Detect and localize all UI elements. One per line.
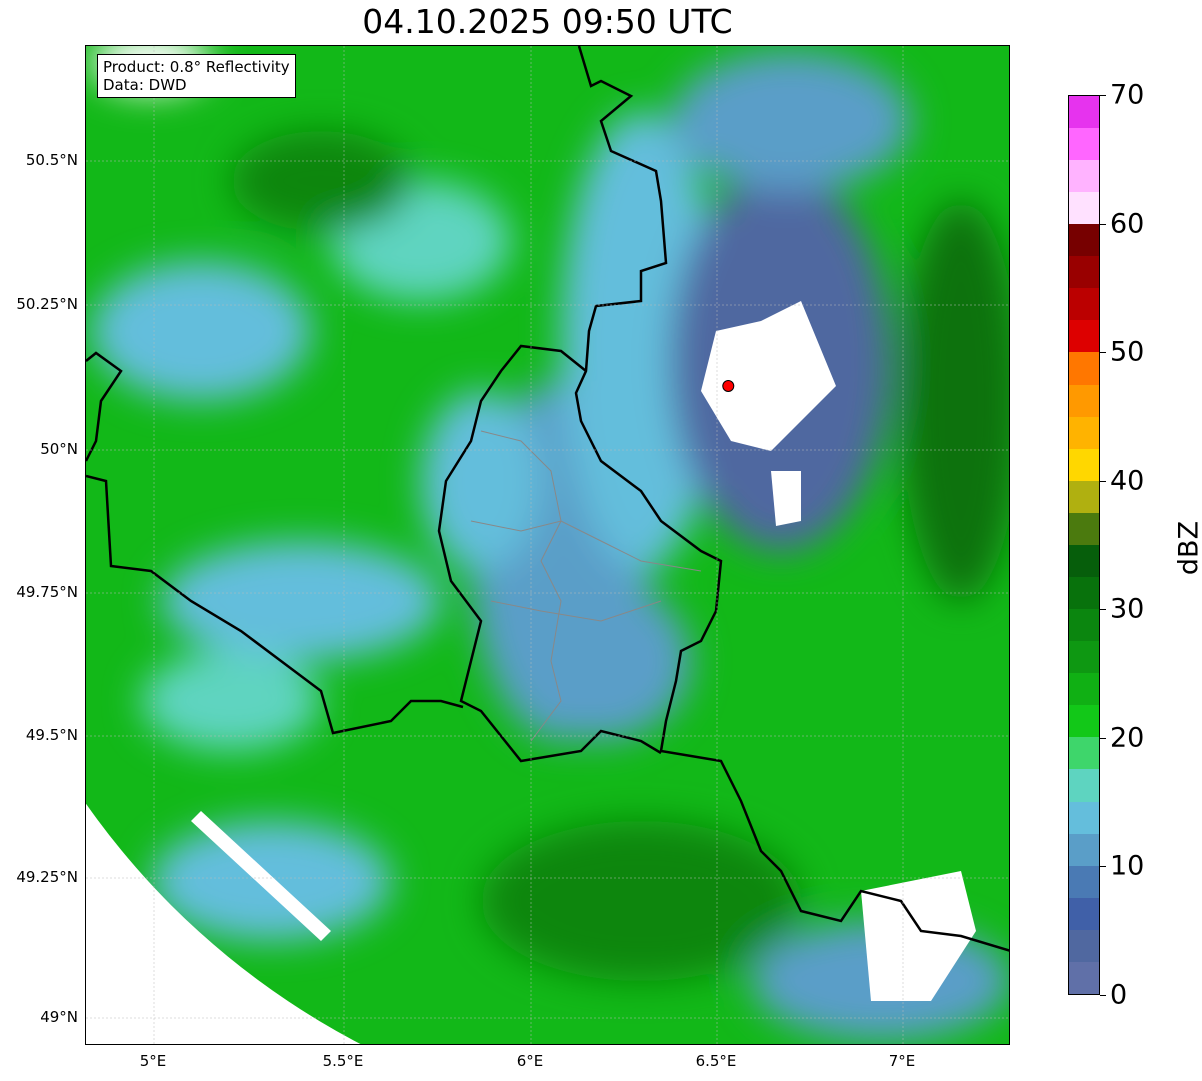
colorbar-bin [1069, 159, 1099, 193]
colorbar-bin [1069, 95, 1099, 128]
lon-tick-label: 6.5°E [695, 1052, 737, 1070]
colorbar-bin [1069, 961, 1099, 994]
colorbar-bin [1069, 641, 1099, 674]
colorbar-bin [1069, 576, 1099, 610]
radar-site-marker[interactable] [722, 380, 735, 392]
colorbar-bin [1069, 192, 1099, 225]
colorbar-tick [1100, 95, 1106, 96]
colorbar-bin [1069, 256, 1099, 289]
country-borders [86, 46, 1009, 952]
product-label: Product: 0.8° Reflectivity [103, 58, 290, 76]
lon-tick-label: 6°E [516, 1052, 544, 1070]
colorbar-bin [1069, 416, 1099, 449]
lon-tick-label: 5.5°E [322, 1052, 364, 1070]
colorbar-bin [1069, 127, 1099, 160]
colorbar-bin [1069, 320, 1099, 353]
colorbar-unit-label: dBZ [1173, 520, 1202, 576]
map-title: 04.10.2025 09:50 UTC [362, 2, 733, 41]
colorbar-tick [1100, 352, 1106, 354]
colorbar-bin [1069, 609, 1099, 642]
colorbar-bin [1069, 448, 1099, 481]
colorbar-tick-label: 50 [1110, 336, 1145, 368]
colorbar-bin [1069, 544, 1099, 577]
data-source-label: Data: DWD [103, 76, 187, 94]
colorbar-bin [1069, 801, 1099, 834]
lat-tick-label: 50.25°N [16, 295, 78, 313]
lat-tick-label: 49.5°N [25, 726, 78, 744]
colorbar-tick [1100, 609, 1106, 611]
info-box: Product: 0.8° Reflectivity Data: DWD [97, 54, 296, 98]
colorbar-tick [1100, 737, 1106, 739]
lon-tick-label: 5°E [139, 1052, 167, 1070]
colorbar-tick [1100, 223, 1106, 225]
colorbar-tick-label: 40 [1110, 465, 1145, 497]
colorbar-tick [1100, 480, 1106, 482]
radar-map[interactable] [85, 45, 1010, 1045]
lat-tick-label: 50°N [40, 440, 78, 458]
colorbar-tick [1100, 866, 1106, 868]
colorbar-bin [1069, 737, 1099, 770]
lon-tick-label: 7°E [888, 1052, 916, 1070]
colorbar-bin [1069, 833, 1099, 866]
colorbar-bin [1069, 769, 1099, 802]
colorbar-tick-label: 0 [1110, 979, 1128, 1011]
colorbar-bin [1069, 673, 1099, 706]
colorbar-bin [1069, 705, 1099, 738]
colorbar-bin [1069, 480, 1099, 513]
colorbar-bin [1069, 512, 1099, 545]
lat-tick-label: 49.75°N [16, 583, 78, 601]
colorbar-bin [1069, 865, 1099, 898]
colorbar-bin [1069, 288, 1099, 321]
colorbar-tick-label: 20 [1110, 722, 1145, 754]
colorbar-bin [1069, 224, 1099, 257]
colorbar-tick-label: 10 [1110, 850, 1145, 882]
gridlines [86, 46, 1009, 1044]
colorbar-bin [1069, 929, 1099, 962]
colorbar-tick-label: 70 [1110, 79, 1145, 111]
colorbar-bin [1069, 384, 1099, 417]
colorbar-tick [1100, 995, 1106, 996]
lat-tick-label: 49°N [40, 1008, 78, 1026]
colorbar-tick-label: 60 [1110, 208, 1145, 240]
lat-tick-label: 49.25°N [16, 868, 78, 886]
colorbar-tick-label: 30 [1110, 593, 1145, 625]
colorbar-bin [1069, 352, 1099, 385]
colorbar [1068, 95, 1100, 995]
colorbar-bin [1069, 897, 1099, 930]
lat-tick-label: 50.5°N [25, 151, 78, 169]
radar-reflectivity-layer [86, 46, 1009, 1044]
